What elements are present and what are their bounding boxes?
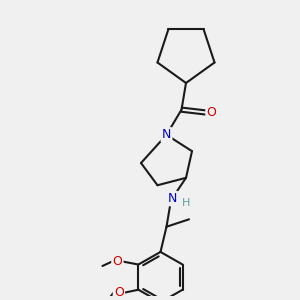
Text: N: N	[168, 192, 177, 205]
Text: O: O	[112, 255, 122, 268]
Text: H: H	[182, 198, 190, 208]
Text: N: N	[162, 128, 171, 141]
Text: O: O	[114, 286, 124, 299]
Text: O: O	[207, 106, 216, 119]
